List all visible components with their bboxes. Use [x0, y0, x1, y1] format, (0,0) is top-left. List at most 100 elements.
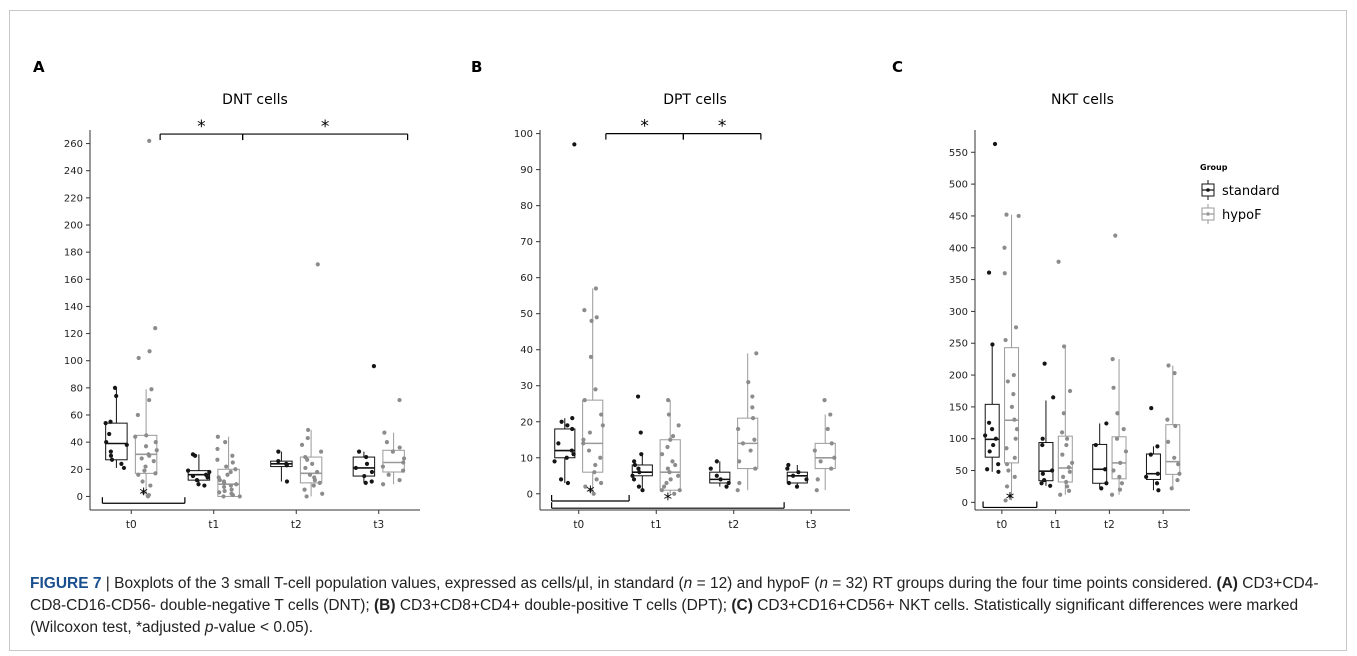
- data-point: [754, 351, 759, 356]
- data-point: [570, 426, 575, 432]
- data-point: [1070, 460, 1075, 465]
- y-tick-label: 120: [64, 329, 83, 340]
- data-point: [631, 477, 637, 482]
- y-tick-label: 450: [949, 211, 968, 222]
- data-point: [112, 385, 118, 390]
- figure-frame: [9, 10, 1347, 651]
- data-point: [153, 440, 158, 445]
- data-point: [785, 466, 790, 471]
- x-tick-label: t2: [728, 519, 739, 531]
- data-point: [153, 471, 158, 476]
- data-point: [1102, 467, 1108, 472]
- data-point: [1111, 468, 1116, 473]
- data-point: [1109, 492, 1115, 497]
- data-point: [1042, 361, 1047, 366]
- x-tick-label: t0: [573, 519, 584, 531]
- y-tick-label: 80: [520, 201, 533, 212]
- data-point: [1111, 385, 1116, 390]
- data-point: [665, 444, 670, 450]
- data-point: [666, 398, 671, 403]
- panel-label: C: [892, 58, 903, 76]
- data-point: [1066, 488, 1072, 494]
- data-point: [829, 466, 834, 471]
- data-point: [1155, 444, 1160, 449]
- data-point: [1048, 483, 1053, 488]
- data-point: [136, 472, 141, 477]
- data-point: [356, 449, 362, 454]
- data-point: [637, 470, 642, 475]
- data-point: [598, 455, 603, 460]
- data-point: [593, 286, 599, 291]
- data-point: [1056, 259, 1061, 264]
- y-tick-label: 100: [949, 434, 968, 445]
- data-point: [708, 466, 713, 471]
- x-tick-label: t3: [806, 519, 817, 531]
- data-point: [569, 448, 574, 453]
- y-tick-label: 200: [949, 371, 968, 382]
- y-tick-label: 160: [64, 275, 83, 286]
- y-tick-label: 150: [949, 402, 968, 413]
- data-point: [312, 478, 318, 483]
- data-point: [1061, 474, 1066, 480]
- data-point: [217, 490, 222, 495]
- data-point: [1114, 436, 1120, 441]
- data-point: [581, 441, 586, 446]
- data-point: [592, 470, 597, 475]
- data-point: [661, 484, 667, 489]
- data-point: [1060, 452, 1065, 457]
- y-tick-label: 20: [520, 417, 533, 428]
- y-tick-label: 70: [520, 237, 533, 248]
- data-point: [750, 405, 755, 410]
- data-point: [1059, 430, 1065, 435]
- data-point: [640, 488, 645, 493]
- data-point: [1058, 492, 1063, 497]
- data-point: [587, 430, 593, 435]
- data-point: [304, 494, 309, 499]
- data-point: [107, 431, 112, 437]
- significance-star: *: [718, 117, 727, 137]
- data-point: [1093, 442, 1098, 448]
- data-point: [572, 142, 577, 147]
- data-point: [1115, 411, 1120, 416]
- data-point: [369, 479, 374, 484]
- data-point: [588, 354, 594, 360]
- data-point: [103, 421, 108, 426]
- data-point: [147, 397, 152, 403]
- panel-label: A: [33, 58, 45, 76]
- data-point: [1016, 213, 1021, 219]
- data-point: [1042, 477, 1047, 483]
- data-point: [987, 449, 992, 454]
- data-point: [989, 427, 995, 432]
- data-point: [147, 453, 152, 458]
- data-point: [230, 453, 235, 458]
- y-tick-label: 50: [955, 466, 968, 477]
- data-point: [670, 434, 676, 439]
- data-point: [714, 459, 719, 464]
- data-point: [1104, 421, 1109, 426]
- data-point: [996, 469, 1001, 474]
- data-point: [559, 419, 564, 424]
- data-point: [230, 460, 235, 465]
- caption-segment: n: [683, 575, 693, 592]
- x-tick-label: t3: [373, 519, 384, 531]
- data-point: [284, 463, 289, 468]
- data-point: [598, 480, 604, 486]
- data-point: [380, 482, 386, 487]
- data-point: [307, 472, 313, 477]
- data-point: [814, 488, 819, 493]
- figure-caption: FIGURE 7 | Boxplots of the 3 small T-cel…: [30, 573, 1330, 639]
- data-point: [1040, 436, 1045, 441]
- caption-separator: |: [101, 575, 115, 592]
- data-point: [151, 459, 156, 464]
- data-point: [1004, 484, 1010, 489]
- data-point: [1173, 423, 1178, 429]
- data-point: [1119, 481, 1125, 486]
- data-point: [748, 448, 753, 453]
- significance-star: *: [197, 117, 206, 137]
- data-point: [1117, 474, 1122, 480]
- data-point: [570, 416, 575, 421]
- data-point: [750, 394, 755, 399]
- data-point: [676, 473, 681, 478]
- legend-entry-label: hypoF: [1222, 208, 1262, 223]
